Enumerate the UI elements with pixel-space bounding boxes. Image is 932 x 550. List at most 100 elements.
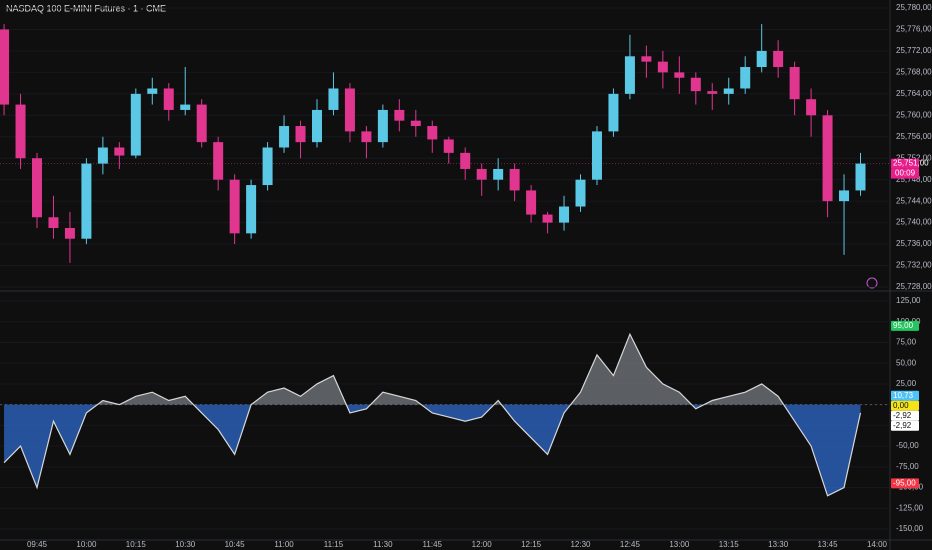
candle-body bbox=[723, 88, 734, 94]
candle-body bbox=[48, 217, 59, 228]
negative-area bbox=[4, 404, 861, 496]
candle-body bbox=[15, 104, 26, 159]
positive-area bbox=[4, 334, 861, 405]
candle-body bbox=[394, 109, 405, 121]
candle-body bbox=[295, 126, 306, 143]
y-tick-label: 25,780,00 bbox=[896, 3, 932, 12]
candle-body bbox=[789, 67, 800, 100]
x-tick-label: 11:00 bbox=[274, 540, 294, 549]
price-badge bbox=[891, 420, 919, 431]
x-tick-label: 14:00 bbox=[867, 540, 888, 549]
y-tick-label: -75,00 bbox=[896, 462, 919, 471]
y-tick-label: 25,736,00 bbox=[896, 239, 932, 248]
price-badge bbox=[891, 478, 919, 489]
y-tick-label: 75,00 bbox=[896, 338, 917, 347]
candle-body bbox=[509, 168, 520, 191]
candle-body bbox=[361, 131, 372, 143]
candle-body bbox=[180, 104, 191, 110]
candle-body bbox=[460, 152, 471, 169]
x-tick-label: 12:00 bbox=[472, 540, 493, 549]
candle-body bbox=[279, 126, 290, 148]
y-tick-label: -125,00 bbox=[896, 503, 924, 512]
candle-body bbox=[427, 126, 438, 140]
candle-body bbox=[147, 88, 158, 94]
candle-body bbox=[756, 50, 767, 68]
candle-body bbox=[229, 179, 240, 234]
price-badge bbox=[891, 410, 919, 421]
candle-body bbox=[97, 147, 108, 164]
candle-body bbox=[311, 109, 322, 143]
candle-body bbox=[855, 163, 866, 191]
alert-icon[interactable] bbox=[866, 277, 878, 289]
price-badge-label: -2,92 bbox=[893, 421, 912, 430]
candle-body bbox=[130, 93, 141, 156]
candle-body bbox=[328, 88, 339, 110]
candle-body bbox=[344, 88, 355, 132]
y-tick-label: -150,00 bbox=[896, 524, 924, 533]
y-tick-label: 25,772,00 bbox=[896, 46, 932, 55]
price-badge bbox=[891, 320, 919, 331]
price-badge-label: 0,00 bbox=[893, 401, 909, 410]
candle-body bbox=[476, 168, 487, 180]
candle-body bbox=[410, 120, 421, 127]
x-tick-label: 11:15 bbox=[324, 540, 344, 549]
candle-body bbox=[773, 50, 784, 68]
price-badge-label: 25,751,00 bbox=[893, 159, 929, 168]
oscillator-line bbox=[3, 332, 862, 497]
candle-body bbox=[806, 99, 817, 116]
candle-body bbox=[591, 131, 602, 180]
y-tick-label: 25,740,00 bbox=[896, 218, 932, 227]
price-badge-label: 10,73 bbox=[893, 391, 914, 400]
x-tick-label: 13:45 bbox=[818, 540, 839, 549]
candle-body bbox=[0, 29, 10, 105]
x-tick-label: 13:00 bbox=[669, 540, 690, 549]
price-badge-label: -2,92 bbox=[893, 411, 912, 420]
countdown-label: 00:09 bbox=[895, 169, 916, 178]
x-tick-label: 10:00 bbox=[76, 540, 97, 549]
x-tick-label: 11:45 bbox=[423, 540, 443, 549]
candle-body bbox=[559, 206, 570, 223]
candle-body bbox=[196, 104, 207, 143]
y-tick-label: 25,760,00 bbox=[896, 110, 932, 119]
price-badge bbox=[891, 158, 919, 169]
x-tick-label: 13:15 bbox=[719, 540, 740, 549]
candle-body bbox=[64, 227, 75, 239]
y-tick-label: 25,768,00 bbox=[896, 67, 932, 76]
candle-body bbox=[690, 77, 701, 92]
candle-body bbox=[575, 179, 586, 207]
y-tick-label: 125,00 bbox=[896, 296, 921, 305]
candle-body bbox=[262, 147, 273, 186]
candle-body bbox=[377, 109, 388, 143]
x-tick-label: 11:30 bbox=[373, 540, 393, 549]
candle-body bbox=[674, 72, 685, 78]
candle-body bbox=[163, 88, 174, 110]
candle-body bbox=[542, 214, 553, 223]
candle-body bbox=[740, 67, 751, 89]
candle-body bbox=[443, 139, 454, 153]
x-tick-label: 10:15 bbox=[126, 540, 147, 549]
x-tick-label: 13:30 bbox=[768, 540, 789, 549]
x-tick-label: 12:15 bbox=[521, 540, 542, 549]
candle-body bbox=[624, 56, 635, 94]
candle-body bbox=[213, 142, 224, 180]
candle-body bbox=[641, 56, 652, 62]
price-badge bbox=[891, 390, 919, 401]
candle-body bbox=[114, 147, 125, 156]
y-tick-label: 25,728,00 bbox=[896, 282, 932, 291]
price-badge-label: -95,00 bbox=[893, 479, 916, 488]
countdown-badge bbox=[891, 168, 919, 179]
price-badge-label: 95,00 bbox=[893, 321, 914, 330]
candle-body bbox=[822, 115, 833, 202]
x-tick-label: 12:30 bbox=[570, 540, 591, 549]
y-tick-label: 25,748,00 bbox=[896, 175, 932, 184]
candle-body bbox=[526, 190, 537, 215]
candle-body bbox=[707, 91, 718, 94]
y-tick-label: 25,776,00 bbox=[896, 25, 932, 34]
y-tick-label: 25,00 bbox=[896, 379, 917, 388]
y-tick-label: 25,752,00 bbox=[896, 153, 932, 162]
x-tick-label: 09:45 bbox=[27, 540, 48, 549]
price-badge bbox=[891, 400, 919, 411]
y-tick-label: 25,756,00 bbox=[896, 132, 932, 141]
